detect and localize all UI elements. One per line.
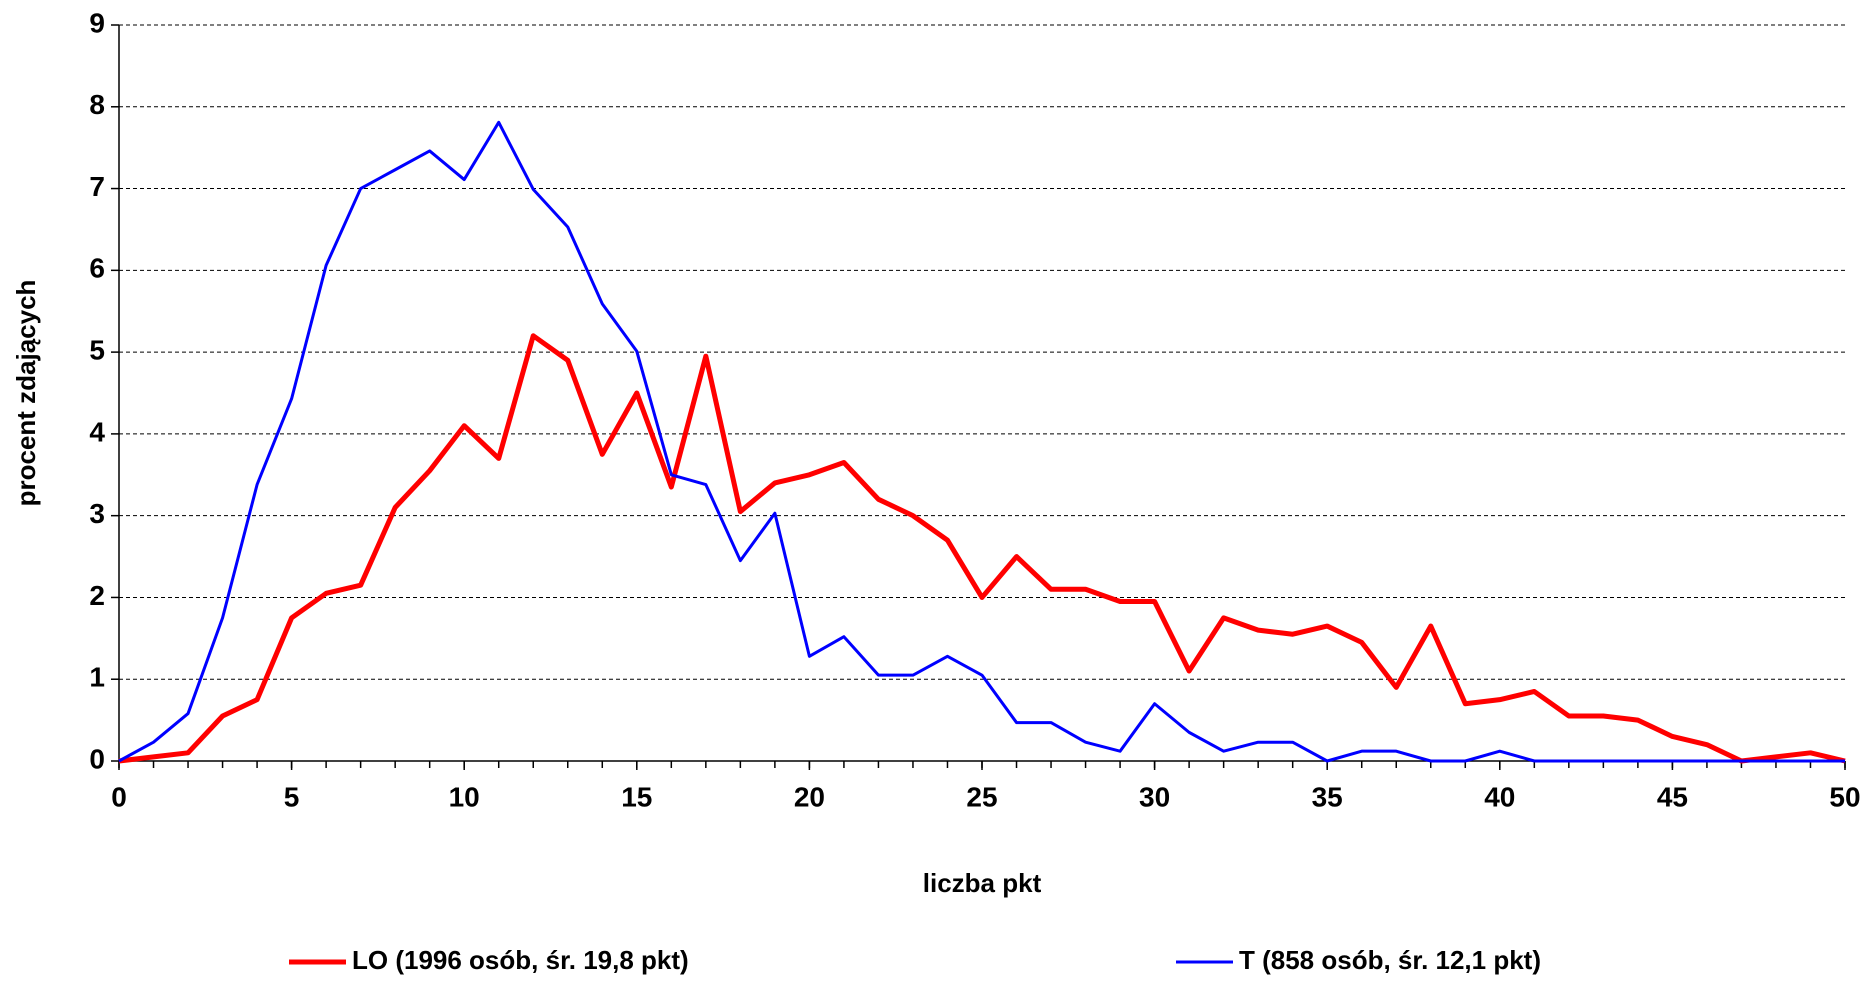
y-tick-label: 4 (89, 416, 105, 447)
x-tick-label: 15 (621, 781, 652, 812)
x-tick-label: 5 (284, 781, 300, 812)
x-tick-label: 20 (794, 781, 825, 812)
y-tick-label: 5 (89, 335, 105, 366)
y-tick-label: 7 (89, 171, 105, 202)
y-tick-label: 9 (89, 7, 105, 38)
x-tick-label: 30 (1139, 781, 1170, 812)
x-tick-label: 10 (449, 781, 480, 812)
legend-label: LO (1996 osób, śr. 19,8 pkt) (352, 945, 689, 975)
x-tick-label: 50 (1829, 781, 1860, 812)
x-tick-label: 25 (966, 781, 997, 812)
y-tick-label: 1 (89, 662, 105, 693)
x-tick-label: 0 (111, 781, 127, 812)
x-axis-title: liczba pkt (923, 868, 1042, 898)
y-tick-label: 8 (89, 89, 105, 120)
y-tick-label: 0 (89, 743, 105, 774)
y-tick-label: 2 (89, 580, 105, 611)
y-tick-label: 3 (89, 498, 105, 529)
y-axis-title: procent zdających (11, 280, 41, 507)
legend-label: T (858 osób, śr. 12,1 pkt) (1239, 945, 1541, 975)
x-tick-label: 35 (1312, 781, 1343, 812)
series-line (118, 333, 1846, 764)
series-line (118, 120, 1845, 763)
y-tick-label: 6 (89, 253, 105, 284)
x-tick-label: 40 (1484, 781, 1515, 812)
x-tick-label: 45 (1657, 781, 1688, 812)
